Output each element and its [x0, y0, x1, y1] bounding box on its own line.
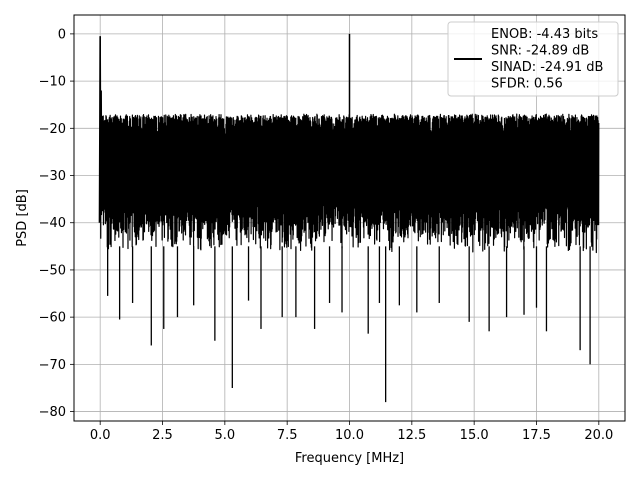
y-tick-label: 0 [58, 27, 66, 42]
x-tick-label: 17.5 [522, 428, 551, 443]
y-tick-label: −10 [39, 75, 66, 90]
legend-sfdr: SFDR: 0.56 [491, 77, 563, 92]
x-tick-label: 0.0 [90, 428, 111, 443]
x-tick-label: 2.5 [152, 428, 173, 443]
y-tick-label: −50 [39, 263, 66, 278]
x-tick-label: 20.0 [584, 428, 613, 443]
y-axis-label: PSD [dB] [15, 189, 30, 247]
legend: ENOB: -4.43 bits SNR: -24.89 dB SINAD: -… [447, 21, 619, 97]
x-tick-label: 5.0 [214, 428, 235, 443]
axis-ticks: 0.0 2.5 5.0 7.5 10.0 12.5 15.0 17.5 20.0 0 −10 −20 −… [39, 27, 614, 443]
legend-snr: SNR: -24.89 dB [491, 44, 589, 59]
x-tick-label: 12.5 [397, 428, 426, 443]
y-tick-label: −70 [39, 358, 66, 373]
legend-box [447, 21, 619, 97]
x-tick-label: 15.0 [460, 428, 489, 443]
y-tick-label: −80 [39, 405, 66, 420]
y-tick-label: −60 [39, 311, 66, 326]
x-axis-label: Frequency [MHz] [295, 451, 404, 466]
legend-sinad: SINAD: -24.91 dB [491, 60, 603, 75]
x-tick-label: 7.5 [277, 428, 298, 443]
y-tick-label: −20 [39, 122, 66, 137]
psd-series [98, 33, 600, 403]
y-tick-label: −30 [39, 169, 66, 184]
x-tick-label: 10.0 [335, 428, 364, 443]
y-tick-label: −40 [39, 216, 66, 231]
legend-enob: ENOB: -4.43 bits [491, 27, 598, 42]
